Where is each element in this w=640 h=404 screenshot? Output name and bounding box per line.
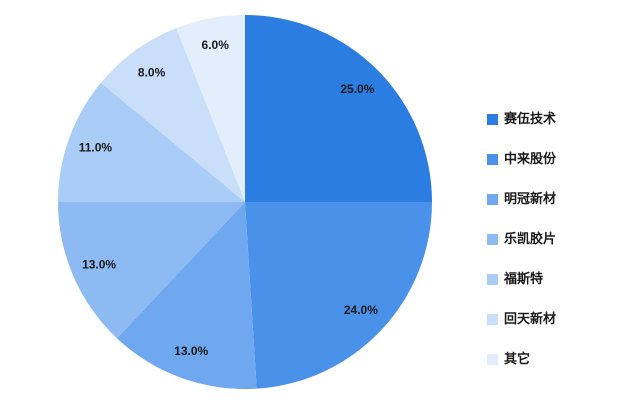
legend-label: 乐凯胶片: [504, 231, 557, 246]
legend-item-6[interactable]: 其它: [487, 352, 556, 366]
legend-swatch-icon: [487, 313, 498, 325]
slice-label-4: 11.0%: [79, 140, 113, 154]
chart-legend: 赛伍技术中来股份明冠新材乐凯胶片福斯特回天新材其它: [487, 112, 556, 366]
legend-label: 中来股份: [504, 151, 557, 166]
slice-label-5: 8.0%: [138, 66, 166, 80]
pie-slice-0[interactable]: [245, 15, 432, 202]
pie-slice-4[interactable]: [58, 82, 245, 202]
legend-item-2[interactable]: 明冠新材: [487, 192, 556, 206]
pie-slice-3[interactable]: [57, 202, 245, 339]
pie-slice-2[interactable]: [116, 202, 257, 389]
legend-item-3[interactable]: 乐凯胶片: [487, 232, 556, 246]
legend-item-4[interactable]: 福斯特: [487, 272, 556, 286]
slice-label-1: 24.0%: [344, 303, 378, 317]
legend-swatch-icon: [487, 193, 498, 205]
pie-slice-6[interactable]: [176, 14, 245, 202]
legend-label: 明冠新材: [504, 191, 557, 206]
slice-label-3: 13.0%: [82, 257, 116, 271]
slice-label-2: 13.0%: [174, 344, 208, 358]
legend-swatch-icon: [487, 273, 498, 285]
legend-item-0[interactable]: 赛伍技术: [487, 112, 556, 126]
legend-label: 福斯特: [504, 271, 544, 286]
legend-swatch-icon: [487, 113, 498, 125]
legend-item-5[interactable]: 回天新材: [487, 312, 556, 326]
slice-label-6: 6.0%: [202, 38, 230, 52]
legend-swatch-icon: [487, 353, 498, 365]
slice-label-0: 25.0%: [340, 82, 374, 96]
legend-label: 赛伍技术: [504, 111, 557, 126]
legend-swatch-icon: [487, 233, 498, 245]
legend-label: 回天新材: [504, 311, 557, 326]
legend-item-1[interactable]: 中来股份: [487, 152, 556, 166]
legend-swatch-icon: [487, 153, 498, 165]
legend-label: 其它: [504, 351, 531, 366]
pie-slice-5[interactable]: [100, 28, 245, 202]
pie-slice-1[interactable]: [245, 202, 432, 389]
